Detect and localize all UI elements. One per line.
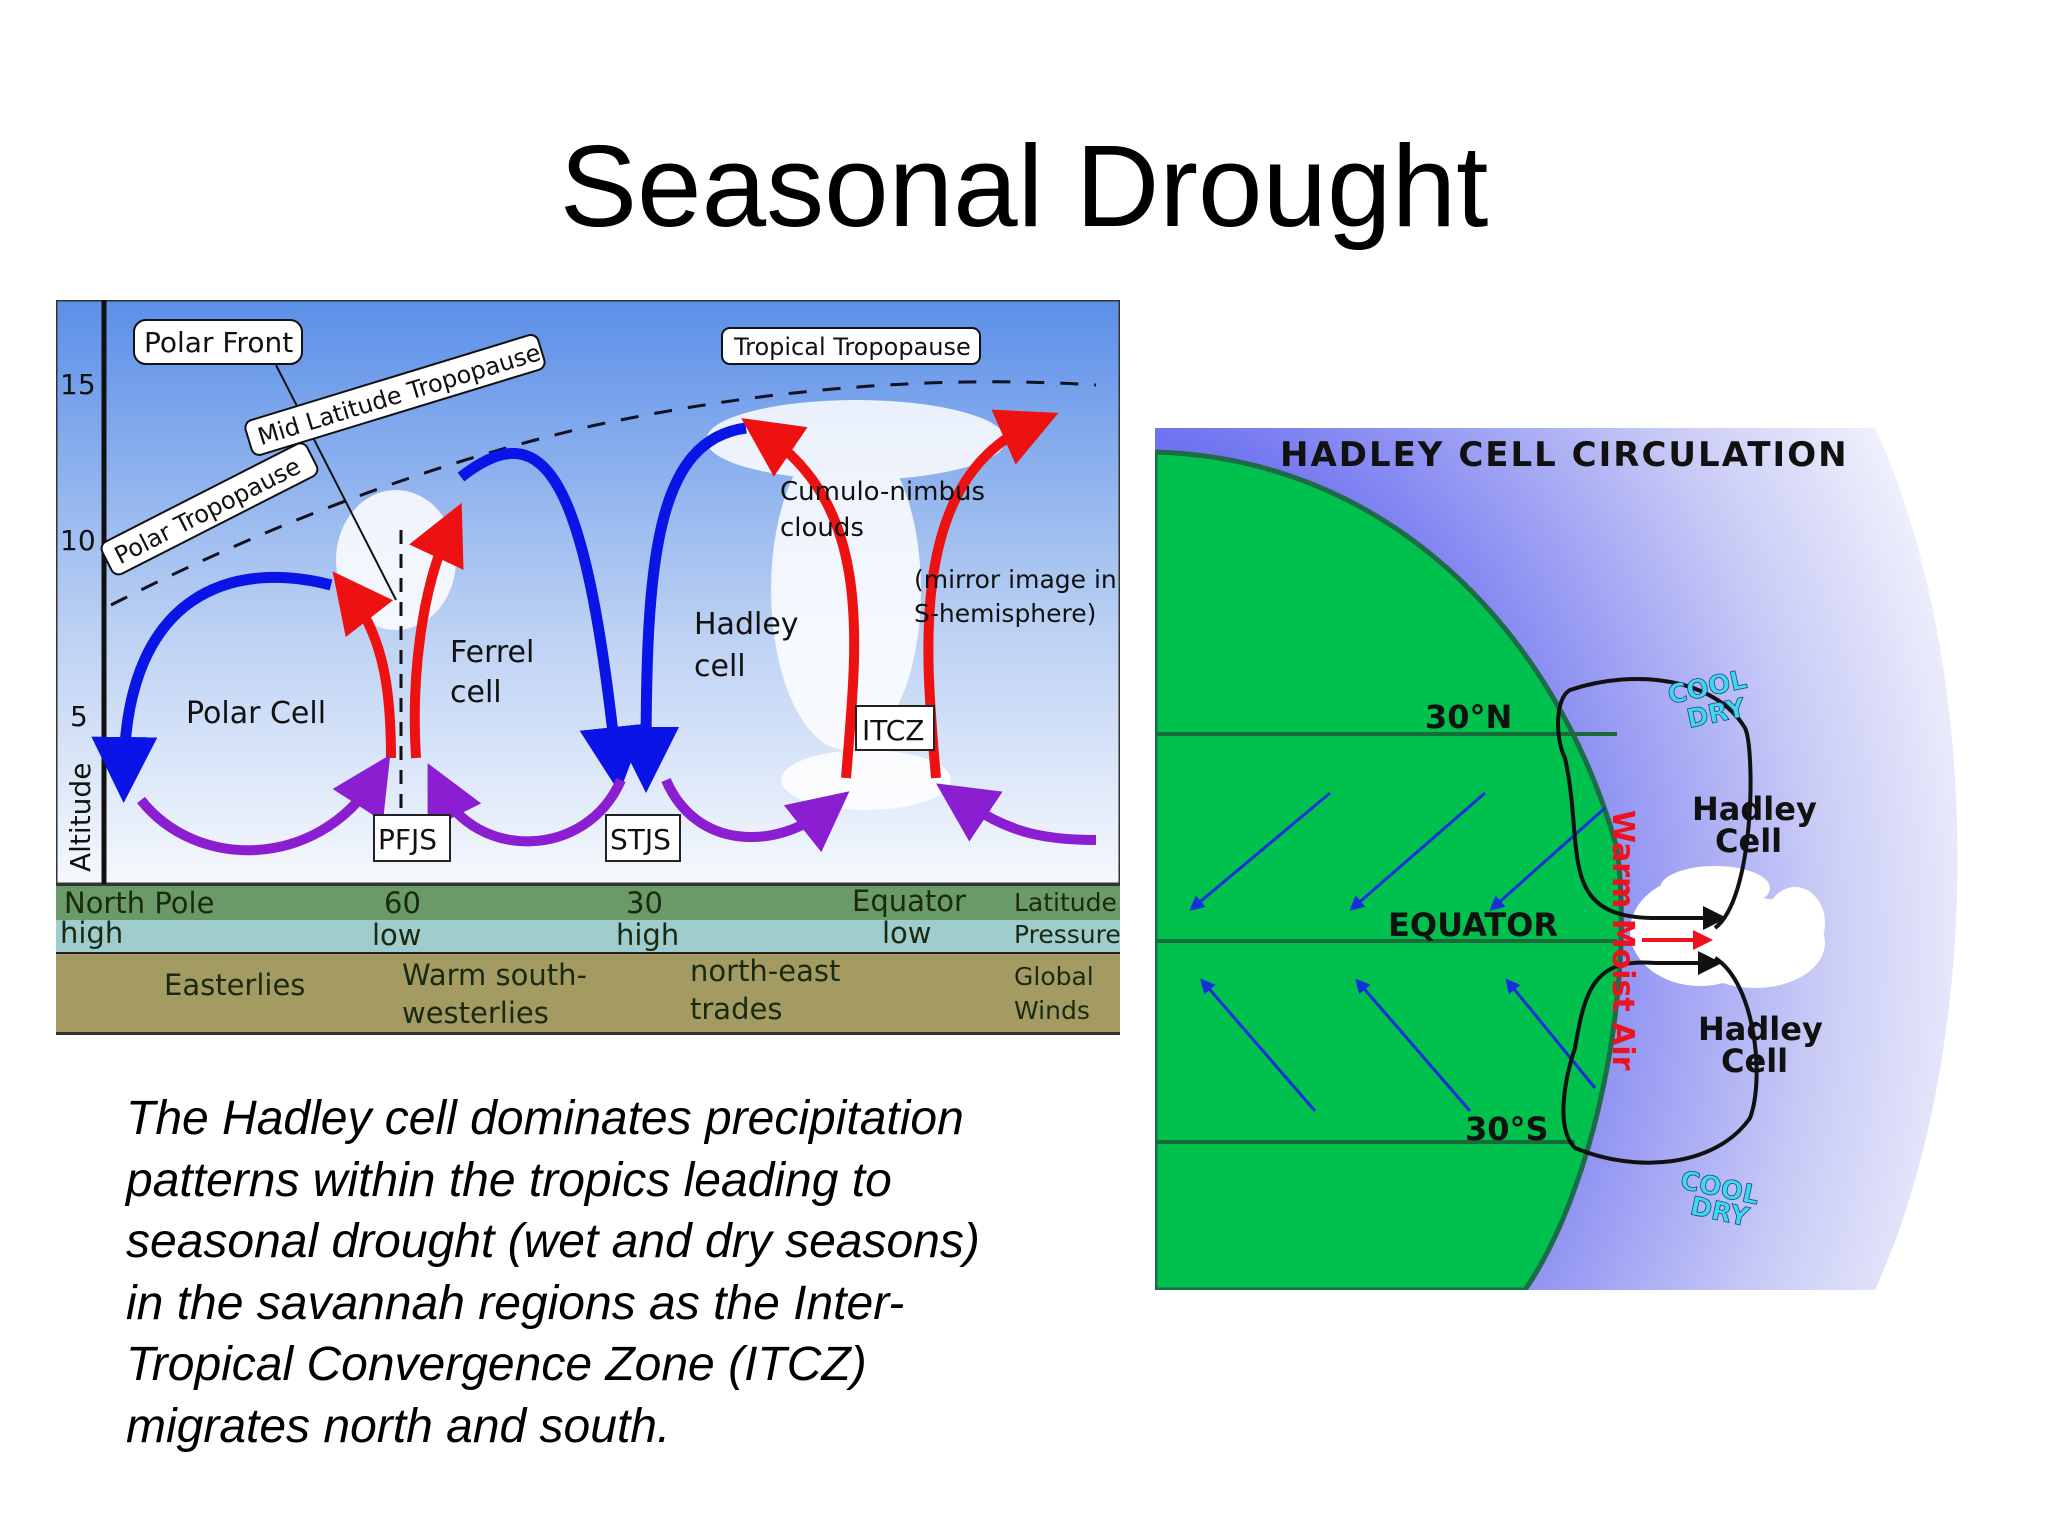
svg-text:Cell: Cell: [1715, 822, 1782, 860]
polar-cell-label: Polar Cell: [186, 696, 326, 731]
hadley-surface-arrow-south: [936, 783, 1097, 845]
tick-5: 5: [70, 700, 88, 733]
svg-text:Polar Front: Polar Front: [144, 326, 293, 359]
hadley-cell-label: Hadley: [694, 607, 799, 642]
lat-30s-label: 30°S: [1465, 1110, 1549, 1148]
trade-wind-arrows: [1189, 791, 1606, 1112]
stjs-box: STJS: [605, 814, 681, 862]
ferrel-rising-arrow: [409, 502, 464, 759]
hadley-cell-diagram: HADLEY CELL CIRCULATION 30°N EQUATOR 30°…: [1155, 428, 2048, 1290]
earth: [1155, 449, 1624, 1290]
cumulonimbus-label: Cumulo-nimbus: [780, 477, 985, 507]
slide-title: Seasonal Drought: [559, 121, 1489, 251]
hadley-sinking-arrow: [613, 422, 747, 793]
tropical-tropopause-callout: Tropical Tropopause: [721, 327, 981, 365]
tick-15: 15: [60, 368, 96, 401]
svg-text:cell: cell: [694, 649, 746, 684]
pfjs-box: PFJS: [373, 814, 451, 862]
tick-10: 10: [60, 524, 96, 557]
polar-front-pointer: [275, 364, 397, 601]
svg-text:ITCZ: ITCZ: [862, 714, 924, 747]
lower-hadley-cell-label: Hadley: [1698, 1010, 1823, 1048]
svg-text:STJS: STJS: [610, 823, 671, 856]
tropopause-line: [110, 380, 1097, 607]
global-winds-label: Global: [1014, 962, 1094, 991]
global-winds-row: Easterlies Warm south- westerlies north-…: [56, 954, 1120, 1035]
pressure-label: Pressure: [1014, 920, 1121, 949]
equator-label: EQUATOR: [1388, 906, 1558, 944]
upper-hadley-cell-label: Hadley: [1692, 790, 1817, 828]
altitude-axis-label: Altitude: [64, 763, 97, 872]
hadley-cell-illustration: HADLEY CELL CIRCULATION 30°N EQUATOR 30°…: [1155, 428, 1958, 1290]
itcz-box: ITCZ: [855, 705, 935, 751]
hadley-rising-arrow-north: [741, 418, 860, 779]
svg-text:Cell: Cell: [1721, 1042, 1788, 1080]
polar-sinking-arrow: [91, 571, 333, 803]
svg-text:cell: cell: [450, 675, 502, 710]
circulation-cross-section: 15 10 5 Altitude Pol: [56, 300, 1120, 884]
global-circulation-diagram: 15 10 5 Altitude Pol: [56, 300, 1121, 1035]
ferrel-cell-label: Ferrel: [450, 635, 534, 670]
svg-text:clouds: clouds: [780, 513, 864, 543]
pressure-row: high low high low Pressure: [56, 916, 1121, 955]
hadley-surface-arrow-north: [661, 777, 850, 853]
svg-text:S-hemisphere): S-hemisphere): [914, 599, 1096, 628]
warm-moist-air-label: Warm Moist Air: [1605, 810, 1640, 1071]
upper-hadley-loop: [1556, 676, 1753, 930]
slide-body-text: The Hadley cell dominates precipitation …: [126, 1092, 980, 1453]
svg-text:PFJS: PFJS: [378, 823, 437, 856]
ferrel-sinking-arrow: [457, 447, 646, 793]
latitude-row: North Pole 60 30 Equator Latitude: [56, 884, 1120, 922]
polar-rising-arrow: [332, 571, 396, 759]
mirror-image-note: (mirror image in: [914, 565, 1117, 594]
lower-hadley-loop: [1561, 951, 1759, 1165]
hadley-diagram-title: HADLEY CELL CIRCULATION: [1280, 435, 1849, 475]
ferrel-surface-arrow: [427, 763, 626, 847]
latitude-label: Latitude: [1014, 888, 1117, 917]
polar-front-callout: Polar Front: [133, 319, 303, 365]
polar-surface-arrow: [137, 754, 391, 856]
lat-30n-label: 30°N: [1425, 698, 1512, 736]
svg-text:DRY: DRY: [1684, 693, 1749, 735]
svg-text:Tropical Tropopause: Tropical Tropopause: [733, 333, 971, 361]
